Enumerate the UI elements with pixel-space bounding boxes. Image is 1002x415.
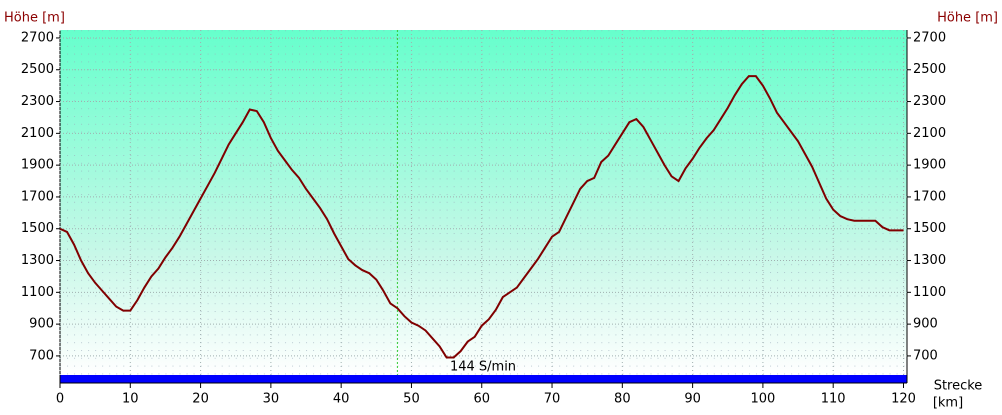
y-tick-label-left: 700 (29, 348, 54, 363)
y-tick-label-left: 2100 (21, 126, 54, 141)
base-bar (60, 375, 907, 383)
x-tick-label: 70 (544, 392, 561, 407)
y-tick-label-left: 900 (29, 317, 54, 332)
y-tick-label-right: 1900 (913, 158, 946, 173)
y-tick-label-left: 2500 (21, 62, 54, 77)
x-tick-label: 30 (263, 392, 280, 407)
y-tick-label-right: 700 (913, 348, 938, 363)
x-tick-label: 20 (192, 392, 209, 407)
y-axis-title-right: Höhe [m] (937, 11, 998, 26)
x-axis-title: Strecke (934, 379, 983, 394)
x-tick-label: 50 (403, 392, 420, 407)
x-tick-label: 110 (821, 392, 846, 407)
y-tick-label-right: 1300 (913, 253, 946, 268)
y-tick-label-right: 900 (913, 317, 938, 332)
y-axis-title-left: Höhe [m] (4, 11, 65, 26)
x-tick-label: 0 (56, 392, 64, 407)
x-tick-label: 10 (122, 392, 139, 407)
y-tick-label-right: 2700 (913, 30, 946, 45)
y-tick-label-left: 1300 (21, 253, 54, 268)
y-tick-label-left: 1500 (21, 221, 54, 236)
y-tick-label-left: 2700 (21, 30, 54, 45)
y-tick-label-left: 1100 (21, 285, 54, 300)
y-tick-label-right: 1100 (913, 285, 946, 300)
x-axis-unit: [km] (933, 396, 963, 411)
x-tick-label: 100 (750, 392, 775, 407)
annotation: 144 S/min (450, 360, 516, 375)
x-tick-label: 80 (614, 392, 631, 407)
y-tick-label-right: 2500 (913, 62, 946, 77)
y-tick-label-right: 2100 (913, 126, 946, 141)
y-tick-label-right: 1700 (913, 189, 946, 204)
x-tick-label: 40 (333, 392, 350, 407)
minor-grid (60, 30, 907, 375)
x-tick-label: 90 (684, 392, 701, 407)
x-tick-label: 120 (891, 392, 916, 407)
y-tick-label-left: 2300 (21, 94, 54, 109)
x-tick-label: 60 (473, 392, 490, 407)
elevation-line (59, 75, 904, 359)
y-tick-label-left: 1900 (21, 158, 54, 173)
y-tick-label-right: 2300 (913, 94, 946, 109)
y-tick-label-right: 1500 (913, 221, 946, 236)
y-tick-label-left: 1700 (21, 189, 54, 204)
